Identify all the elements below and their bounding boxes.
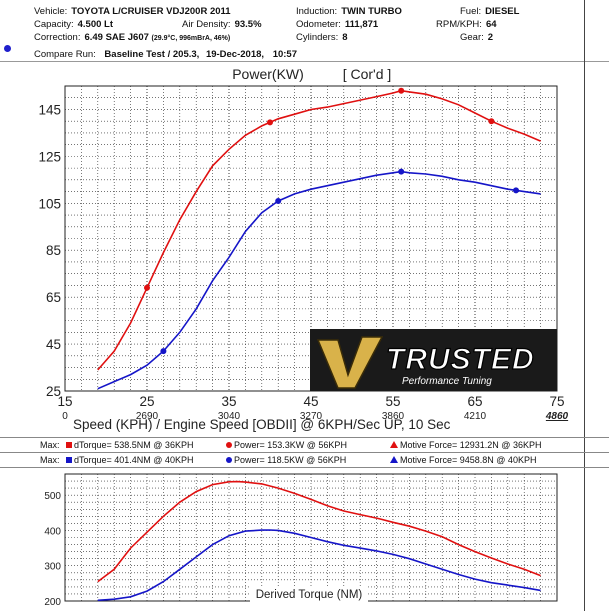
vehicle-field: Vehicle: TOYOTA L/CRUISER VDJ200R 2011: [34, 6, 231, 17]
circle-icon: [226, 457, 232, 463]
power-chart-tag: [ Cor'd ]: [343, 66, 392, 82]
rpm-tick-label: 3270: [300, 411, 323, 422]
torque-y-tick-label: 300: [44, 562, 61, 573]
x-axis-label: Speed (KPH) / Engine Speed [OBDII] @ 6KP…: [73, 417, 451, 432]
logo-subtext: Performance Tuning: [402, 376, 492, 387]
dtorque-max: dTorque= 401.4NM @ 40KPH: [66, 455, 193, 465]
y-tick-label: 145: [38, 102, 61, 117]
power-marker: [267, 119, 273, 126]
air-density-field: Air Density: 93.5%: [182, 19, 262, 30]
header-divider: [0, 61, 609, 62]
y-tick-label: 45: [46, 337, 61, 352]
power-marker: [513, 187, 519, 194]
logo-v-shape: [316, 336, 384, 389]
cylinders-field: Cylinders: 8: [296, 32, 348, 43]
power-marker: [398, 87, 405, 94]
odometer-field: Odometer: 111,871: [296, 19, 379, 30]
max-divider-bottom: [0, 467, 609, 468]
compare-run: Compare Run: Baseline Test / 205.3, 19-D…: [34, 49, 297, 60]
rpm-tick-label: 3040: [218, 411, 241, 422]
x-tick-label: 55: [385, 394, 400, 409]
y-tick-label: 105: [38, 196, 61, 211]
circle-icon: [226, 442, 232, 448]
square-icon: [66, 442, 72, 448]
induction-field: Induction: TWIN TURBO: [296, 6, 402, 17]
torque-y-tick-label: 200: [44, 597, 61, 608]
rpm-field: RPM/KPH: 64: [436, 19, 497, 30]
power-max: Power= 153.3KW @ 56KPH: [226, 440, 347, 450]
motive-max: Motive Force= 9458.8N @ 40KPH: [390, 455, 536, 465]
x-tick-label: 65: [467, 394, 482, 409]
power-marker: [144, 284, 150, 291]
power-max: Power= 118.5KW @ 56KPH: [226, 455, 346, 465]
y-tick-label: 65: [46, 290, 61, 305]
torque-series-0: [97, 480, 541, 583]
dtorque-max: dTorque= 538.5NM @ 36KPH: [66, 440, 193, 450]
power-marker: [488, 118, 495, 125]
x-tick-label: 75: [549, 394, 564, 409]
power-chart-title: Power(KW): [232, 66, 304, 82]
y-tick-label: 25: [46, 384, 61, 399]
rpm-tick-label: 3860: [382, 411, 405, 422]
fuel-field: Fuel: DIESEL: [460, 6, 520, 17]
rpm-tick-label: 2690: [136, 411, 159, 422]
x-tick-label: 15: [57, 394, 72, 409]
gear-field: Gear: 2: [460, 32, 494, 43]
square-icon: [66, 457, 72, 463]
torque-y-tick-label: 500: [44, 491, 61, 502]
rpm-tick-label: 0: [62, 411, 68, 422]
x-tick-label: 35: [221, 394, 236, 409]
torque-chart-title: Derived Torque (NM): [256, 589, 363, 601]
compare-dot-icon: [4, 45, 11, 52]
x-tick-label: 45: [303, 394, 318, 409]
max-divider-mid: [0, 452, 609, 453]
max-divider-top: [0, 437, 609, 438]
torque-plot-area: [64, 473, 558, 602]
triangle-icon: [390, 456, 398, 463]
logo-text: TRUSTED: [386, 343, 535, 376]
torque-y-tick-label: 400: [44, 526, 61, 537]
y-tick-label: 125: [38, 149, 61, 164]
rpm-tick-label: 4860: [545, 411, 569, 422]
triangle-icon: [390, 441, 398, 448]
power-marker: [275, 197, 282, 204]
power-series-0: [97, 89, 541, 371]
power-marker: [398, 168, 405, 175]
torque-title-box: [250, 586, 368, 602]
power-marker: [160, 348, 167, 355]
rpm-tick-label: 4210: [464, 411, 487, 422]
power-series-1: [97, 170, 541, 390]
torque-series-1: [97, 529, 541, 602]
motive-max: Motive Force= 12931.2N @ 36KPH: [390, 440, 541, 450]
y-tick-label: 85: [46, 243, 61, 258]
correction-field: Correction: 6.49 SAE J607 (29.9°C, 996mBr…: [34, 32, 231, 43]
capacity-field: Capacity: 4.500 Lt: [34, 19, 113, 30]
x-tick-label: 25: [139, 394, 154, 409]
page-border: [584, 0, 585, 611]
